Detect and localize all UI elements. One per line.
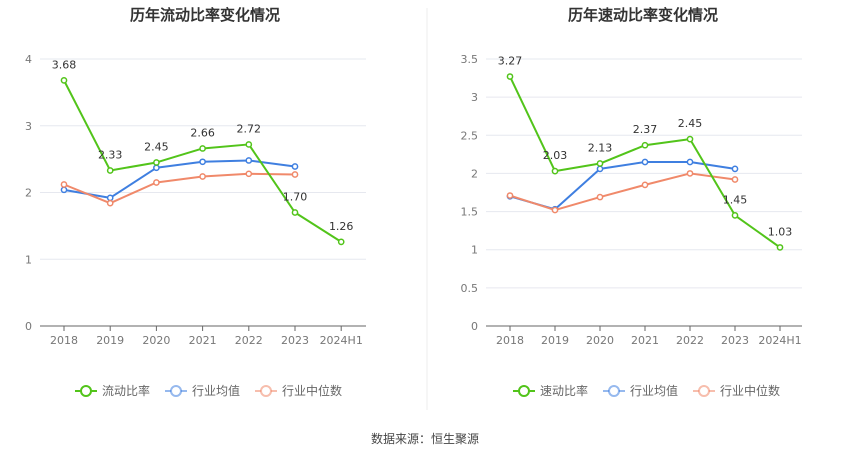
x-tick-label: 2021	[631, 334, 659, 347]
y-tick-label: 4	[25, 53, 32, 66]
legend-marker[interactable]	[698, 385, 710, 397]
data-point	[596, 165, 604, 173]
x-tick-label: 2024H1	[758, 334, 801, 347]
chart-title: 历年流动比率变化情况	[130, 6, 280, 24]
y-tick-label: 0	[471, 320, 478, 333]
legend-label[interactable]: 流动比率	[102, 383, 150, 398]
series-line	[63, 159, 296, 199]
data-point	[551, 167, 559, 175]
data-point	[641, 158, 649, 166]
data-label: 2.45	[678, 117, 703, 130]
x-tick-label: 2024H1	[320, 334, 363, 347]
x-tick-label: 2019	[96, 334, 124, 347]
data-point	[60, 181, 68, 188]
x-tick-label: 2023	[281, 334, 309, 347]
x-tick-label: 2021	[189, 334, 217, 347]
data-label: 2.37	[633, 123, 658, 136]
legend-label[interactable]: 行业均值	[192, 383, 240, 398]
chart-title: 历年速动比率变化情况	[568, 6, 718, 24]
data-point	[686, 158, 694, 166]
data-point	[153, 164, 160, 172]
data-label: 2.72	[237, 122, 262, 135]
data-point	[245, 170, 253, 178]
y-tick-label: 3.5	[461, 53, 479, 66]
data-label: 1.26	[329, 220, 354, 233]
data-label: 2.45	[144, 140, 169, 153]
legend-label[interactable]: 行业中位数	[282, 383, 342, 398]
data-label: 3.68	[52, 58, 77, 71]
data-label: 1.45	[723, 193, 748, 206]
data-point	[641, 141, 649, 149]
data-point	[686, 135, 694, 143]
data-point	[60, 77, 68, 84]
legend-marker[interactable]	[608, 385, 620, 397]
data-label: 1.03	[768, 225, 793, 238]
data-point	[199, 158, 206, 166]
data-point	[106, 194, 114, 202]
x-tick-label: 2022	[676, 334, 704, 347]
legend-label[interactable]: 行业中位数	[720, 383, 780, 398]
data-point	[506, 73, 514, 80]
data-point	[106, 167, 114, 174]
data-point	[337, 238, 345, 246]
legend-label[interactable]: 速动比率	[540, 383, 588, 398]
legend-label[interactable]: 行业均值	[630, 383, 678, 398]
data-point	[776, 244, 784, 251]
data-point	[731, 165, 739, 173]
data-point	[291, 171, 299, 178]
data-point	[506, 192, 514, 199]
y-tick-label: 2	[25, 187, 32, 200]
quick-ratio-chart: 历年速动比率变化情况 0 0.5 1 1.5 2 2.5 3 3.5 2018 2019 2020 20…	[461, 6, 802, 398]
legend-marker[interactable]	[518, 385, 530, 397]
data-point	[596, 160, 604, 167]
y-tick-label: 3	[471, 91, 478, 104]
data-point	[291, 163, 299, 170]
data-point	[199, 173, 206, 180]
y-tick-label: 2	[471, 167, 478, 180]
data-label: 2.13	[588, 142, 613, 155]
legend-marker[interactable]	[260, 385, 272, 397]
data-point	[153, 179, 160, 186]
data-source-note: 数据来源：恒生聚源	[371, 431, 479, 446]
data-label: 3.27	[498, 55, 523, 68]
y-tick-label: 0	[25, 320, 32, 333]
data-point	[551, 206, 559, 214]
x-tick-label: 2018	[50, 334, 78, 347]
data-point	[153, 159, 160, 166]
x-tick-label: 2019	[541, 334, 569, 347]
x-tick-label: 2022	[235, 334, 263, 347]
series-line	[509, 160, 736, 211]
x-tick-label: 2018	[496, 334, 524, 347]
y-tick-label: 0.5	[461, 282, 479, 295]
y-tick-label: 2.5	[461, 129, 479, 142]
y-tick-label: 1	[471, 244, 478, 257]
data-label: 1.70	[283, 191, 308, 204]
data-point	[106, 199, 114, 207]
data-point	[641, 181, 649, 189]
y-tick-label: 3	[25, 120, 32, 133]
series-line	[509, 172, 736, 212]
data-point	[731, 212, 739, 219]
x-tick-label: 2020	[142, 334, 170, 347]
data-point	[245, 141, 253, 148]
y-tick-label: 1.5	[461, 206, 479, 219]
current-ratio-chart: 历年流动比率变化情况 0 1 2 3 4 2018 2019 2020 2021 2022 2023 2…	[25, 6, 366, 398]
data-point	[60, 186, 68, 194]
data-point	[596, 193, 604, 201]
data-point	[245, 157, 253, 164]
legend-marker[interactable]	[170, 385, 182, 397]
data-point	[199, 145, 206, 152]
x-tick-label: 2020	[586, 334, 614, 347]
data-point	[731, 176, 739, 183]
data-point	[686, 170, 694, 177]
data-point	[291, 209, 299, 216]
data-label: 2.03	[543, 149, 568, 162]
x-tick-label: 2023	[721, 334, 749, 347]
data-label: 2.33	[98, 148, 123, 161]
data-label: 2.66	[190, 126, 215, 139]
y-tick-label: 1	[25, 253, 32, 266]
legend-marker[interactable]	[80, 385, 92, 397]
series-line	[63, 172, 296, 205]
